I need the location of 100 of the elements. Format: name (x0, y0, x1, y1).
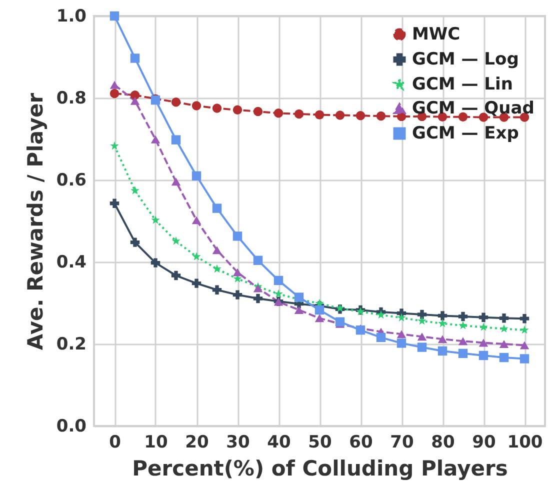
point (478, 350, 488, 360)
point (232, 232, 242, 241)
point (479, 322, 488, 331)
point (356, 325, 366, 335)
x-tick-label: 50 (308, 432, 332, 452)
point (171, 98, 181, 107)
point (376, 332, 386, 342)
point (232, 105, 242, 114)
point (130, 90, 140, 100)
point (499, 314, 509, 323)
x-tick-label: 0 (109, 432, 122, 452)
point (253, 294, 263, 304)
y-tick-label: 0.8 (56, 88, 86, 108)
point (192, 171, 202, 181)
point (212, 264, 222, 273)
point (478, 338, 488, 347)
point (396, 338, 406, 348)
point (150, 258, 160, 268)
point (335, 317, 345, 326)
point (314, 314, 324, 322)
point (396, 330, 406, 338)
y-tick-label: 0.0 (56, 416, 87, 436)
x-tick-label: 20 (185, 432, 209, 452)
point (151, 216, 160, 224)
point (192, 252, 201, 260)
point (500, 324, 508, 333)
point (150, 135, 160, 144)
legend-label: GCM — Lin (412, 74, 513, 94)
x-axis-title: Percent(%) of Colluding Players (132, 456, 508, 480)
point (232, 268, 242, 276)
point (171, 270, 181, 280)
point (274, 289, 283, 298)
point (438, 311, 448, 320)
point (294, 306, 304, 314)
point (520, 341, 530, 350)
point (253, 106, 263, 116)
x-tick-label: 90 (472, 432, 496, 452)
point (130, 54, 140, 63)
point (110, 11, 120, 21)
point (458, 337, 468, 346)
point (397, 313, 406, 322)
legend-label: GCM — Log (412, 50, 519, 70)
point (438, 335, 448, 344)
point (499, 352, 509, 362)
point (458, 348, 468, 358)
point (192, 278, 202, 288)
point (212, 104, 222, 113)
x-tick-label: 80 (431, 432, 455, 452)
point (418, 316, 426, 325)
point (110, 141, 119, 150)
point (172, 236, 180, 245)
point (356, 111, 366, 120)
x-tick-label: 60 (349, 432, 373, 452)
point (171, 135, 181, 144)
point (376, 310, 386, 319)
point (335, 110, 345, 120)
y-tick-label: 0.4 (56, 252, 87, 272)
x-tick-label: 70 (390, 432, 414, 452)
point (130, 186, 140, 194)
point (499, 340, 509, 348)
point (520, 354, 530, 364)
point (438, 346, 448, 356)
x-tick-label: 100 (507, 432, 543, 452)
legend-label: GCM — Quad (412, 98, 534, 118)
point (232, 290, 242, 300)
point (130, 238, 140, 247)
point (438, 318, 447, 328)
point (110, 198, 120, 208)
point (192, 216, 202, 224)
x-tick-label: 40 (267, 432, 291, 452)
point (478, 312, 488, 322)
point (212, 246, 222, 254)
point (520, 325, 529, 334)
y-tick-label: 0.2 (56, 334, 86, 354)
y-tick-label: 0.6 (56, 170, 86, 190)
point (314, 110, 324, 120)
point (171, 178, 181, 186)
point (130, 96, 140, 105)
point (417, 332, 427, 341)
point (192, 101, 202, 110)
point (274, 108, 284, 118)
legend-label: MWC (412, 24, 460, 44)
x-tick-label: 10 (144, 432, 168, 452)
point (212, 285, 222, 294)
x-tick-label: 30 (226, 432, 250, 452)
y-axis-title: Ave. Rewards / Player (23, 92, 48, 350)
point (520, 314, 530, 324)
point (314, 305, 324, 315)
point (417, 342, 427, 352)
point (458, 320, 468, 330)
legend-label: GCM — Exp (412, 124, 519, 144)
point (110, 88, 120, 98)
y-tick-label: 1.0 (56, 6, 87, 26)
point (253, 256, 263, 265)
point (212, 204, 222, 213)
point (274, 276, 284, 286)
point (294, 109, 304, 119)
point (110, 80, 120, 89)
point (417, 310, 427, 320)
point (458, 112, 468, 122)
